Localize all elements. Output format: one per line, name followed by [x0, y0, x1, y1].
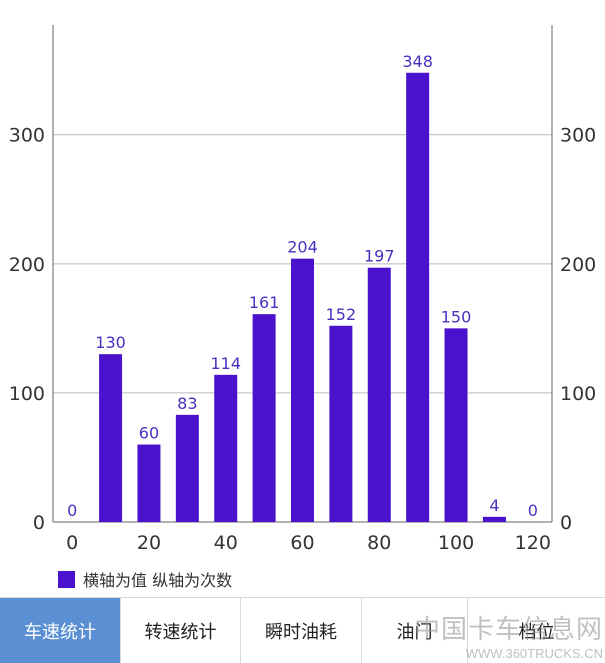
data-label: 150 — [441, 307, 472, 326]
data-label: 348 — [402, 52, 433, 71]
legend: 横轴为值 纵轴为次数 — [58, 566, 232, 592]
bar — [214, 374, 238, 522]
bar — [329, 325, 353, 522]
x-tick-label: 20 — [137, 532, 161, 554]
data-label: 0 — [67, 501, 77, 520]
data-label: 204 — [287, 238, 318, 257]
y-tick-label-left: 0 — [33, 512, 45, 534]
x-tick-label: 120 — [515, 532, 551, 554]
tab-label: 油门 — [396, 621, 433, 643]
bar — [444, 328, 468, 522]
bar — [137, 444, 161, 522]
bar — [291, 258, 314, 522]
x-tick-label: 100 — [438, 532, 474, 554]
bar — [252, 314, 276, 522]
data-label: 130 — [95, 333, 126, 352]
data-label: 0 — [528, 501, 538, 520]
y-tick-label-right: 300 — [560, 125, 596, 147]
tab-label: 车速统计 — [24, 621, 96, 643]
y-tick-label-left: 200 — [9, 254, 45, 276]
x-tick-label: 80 — [367, 532, 391, 554]
data-label: 4 — [489, 496, 499, 515]
tab-label: 瞬时油耗 — [265, 621, 337, 643]
y-tick-label-right: 200 — [560, 254, 596, 276]
data-label: 197 — [364, 247, 395, 266]
tab-bar: 车速统计 转速统计 瞬时油耗 油门 档位 — [0, 597, 605, 663]
tab-speed-stats[interactable]: 车速统计 — [0, 598, 121, 663]
bar — [406, 72, 430, 522]
bar — [367, 267, 391, 522]
chart-area: 0 130 60 83 114 161 204 152 197 348 150 4 0 0 100 200 30… — [9, 25, 596, 554]
y-tick-label-left: 100 — [9, 383, 45, 405]
tab-fuel-consumption[interactable]: 瞬时油耗 — [241, 598, 362, 663]
bar — [482, 516, 506, 522]
bar — [175, 414, 199, 522]
tab-gear[interactable]: 档位 — [468, 598, 605, 663]
legend-swatch — [58, 570, 75, 588]
bar — [99, 354, 123, 522]
x-tick-label: 40 — [214, 532, 238, 554]
tab-label: 转速统计 — [144, 621, 217, 643]
tab-rpm-stats[interactable]: 转速统计 — [121, 598, 241, 663]
x-tick-label: 0 — [66, 532, 78, 554]
legend-label: 横轴为值 纵轴为次数 — [83, 571, 233, 590]
tab-throttle[interactable]: 油门 — [362, 598, 468, 663]
y-tick-label-right: 0 — [560, 512, 572, 534]
data-label: 161 — [249, 293, 280, 312]
tab-label: 档位 — [518, 621, 555, 643]
data-label: 83 — [177, 394, 197, 413]
data-label: 60 — [139, 424, 159, 443]
data-label: 152 — [326, 305, 357, 324]
data-label: 114 — [210, 354, 241, 373]
y-tick-label-right: 100 — [560, 383, 596, 405]
y-tick-label-left: 300 — [9, 125, 45, 147]
x-tick-label: 60 — [290, 532, 314, 554]
